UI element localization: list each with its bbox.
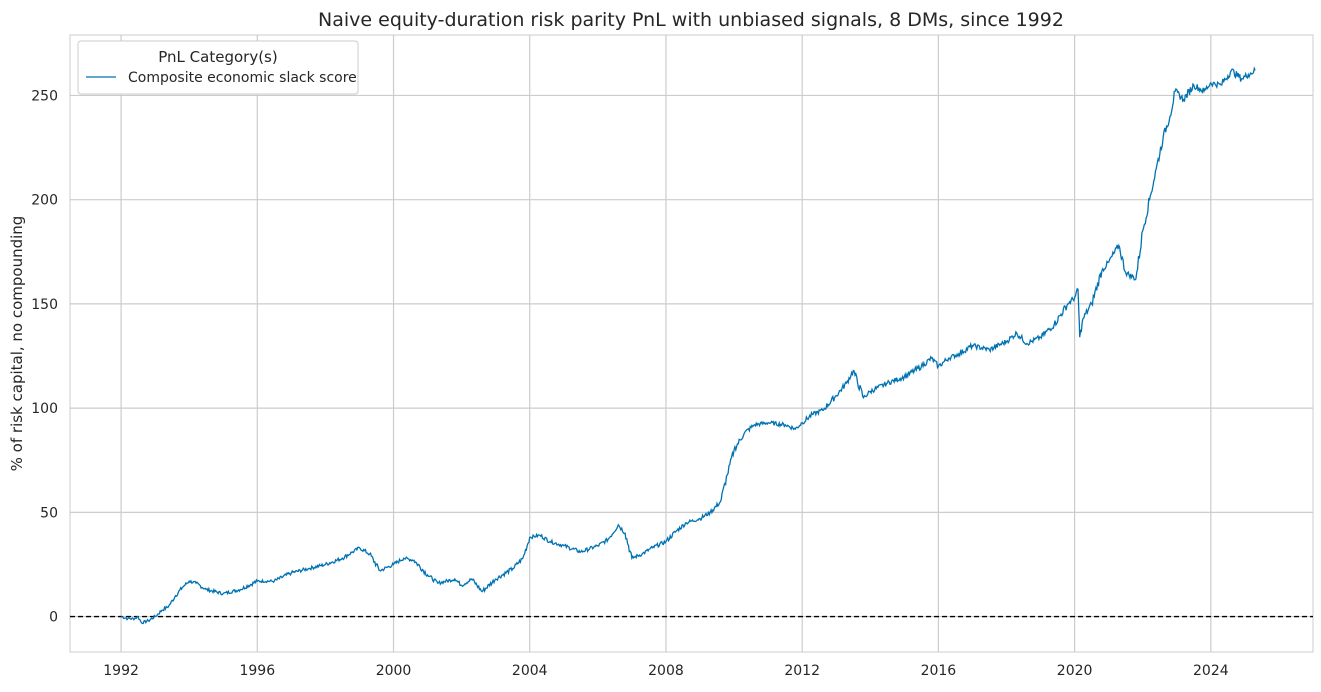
y-tick-labels: 0 50 100 150 200 250	[31, 88, 58, 625]
legend-title: PnL Category(s)	[158, 48, 277, 66]
y-tick-label: 150	[31, 297, 58, 313]
x-tick-label: 2000	[376, 663, 412, 679]
y-tick-label: 0	[49, 610, 58, 626]
y-tick-label: 100	[31, 401, 58, 417]
x-tick-label: 2008	[648, 663, 684, 679]
chart-title: Naive equity-duration risk parity PnL wi…	[318, 9, 1064, 31]
x-tick-label: 2024	[1193, 663, 1229, 679]
y-tick-label: 250	[31, 88, 58, 104]
legend-entry: Composite economic slack score	[128, 70, 357, 86]
legend-box	[77, 40, 359, 95]
y-tick-label: 200	[31, 193, 58, 209]
x-tick-label: 2004	[512, 663, 548, 679]
x-tick-label: 2020	[1057, 663, 1093, 679]
x-tick-label: 2012	[784, 663, 820, 679]
x-tick-label: 2016	[921, 663, 957, 679]
series-line-composite-economic-slack-score	[120, 66, 1256, 625]
legend: PnL Category(s) Composite economic slack…	[77, 40, 359, 95]
x-tick-labels: 1992 1996 2000 2004 2008 2012 2016 2020 2024	[103, 663, 1228, 679]
x-tick-label: 1992	[103, 663, 139, 679]
plot-area	[69, 34, 1314, 653]
y-tick-label: 50	[40, 505, 58, 521]
y-axis-label: % of risk capital, no compounding	[8, 216, 26, 472]
x-gridlines	[120, 35, 1212, 652]
x-tick-label: 1996	[239, 663, 275, 679]
